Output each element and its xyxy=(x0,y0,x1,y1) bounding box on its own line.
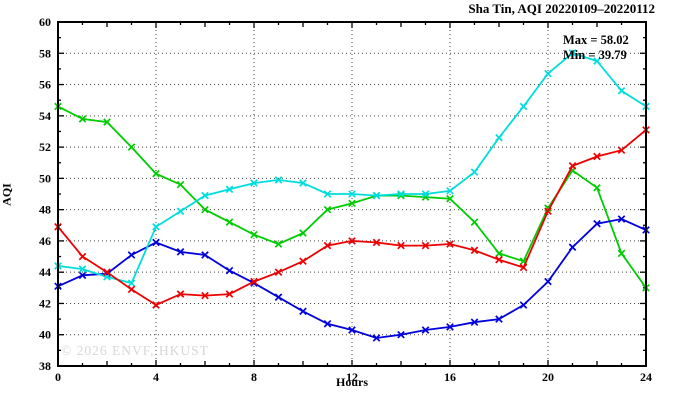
svg-text:54: 54 xyxy=(39,109,51,123)
y-tick-labels: 38 40 42 44 46 48 50 52 54 56 58 60 xyxy=(39,15,51,373)
series-green-series xyxy=(57,105,647,289)
watermark: © 2026 ENVF, HKUST xyxy=(61,343,209,358)
svg-text:60: 60 xyxy=(39,15,51,29)
svg-text:40: 40 xyxy=(39,328,51,342)
svg-text:50: 50 xyxy=(39,171,51,185)
svg-text:46: 46 xyxy=(39,234,51,248)
series-cyan-series xyxy=(57,51,647,285)
y-axis-label: AQI xyxy=(0,183,14,206)
svg-text:58: 58 xyxy=(39,46,51,60)
max-label: Max = 58.02 xyxy=(563,33,629,47)
markers-red-series xyxy=(54,126,650,309)
chart-title: Sha Tin, AQI 20220109–20220112 xyxy=(468,1,655,16)
svg-text:48: 48 xyxy=(39,203,51,217)
svg-text:38: 38 xyxy=(39,359,51,373)
svg-text:0: 0 xyxy=(55,370,61,384)
svg-text:24: 24 xyxy=(640,370,652,384)
min-label: Min = 39.79 xyxy=(563,48,627,62)
svg-text:42: 42 xyxy=(39,296,51,310)
svg-text:12: 12 xyxy=(346,370,358,384)
line-cyan-series xyxy=(57,51,647,285)
svg-text:56: 56 xyxy=(39,78,51,92)
x-tick-labels: 0 4 8 12 16 20 24 xyxy=(55,370,652,384)
markers-green-series xyxy=(54,102,650,292)
markers-cyan-series xyxy=(54,49,650,287)
svg-text:52: 52 xyxy=(39,140,51,154)
plot-frame xyxy=(57,21,647,367)
svg-text:8: 8 xyxy=(251,370,257,384)
svg-text:4: 4 xyxy=(153,370,159,384)
svg-text:20: 20 xyxy=(542,370,554,384)
svg-text:16: 16 xyxy=(444,370,456,384)
x-axis-label: Hours xyxy=(335,375,368,389)
svg-text:44: 44 xyxy=(39,265,51,279)
max-min-annotation: Max = 58.02 Min = 39.79 xyxy=(563,33,629,63)
line-green-series xyxy=(57,105,647,289)
